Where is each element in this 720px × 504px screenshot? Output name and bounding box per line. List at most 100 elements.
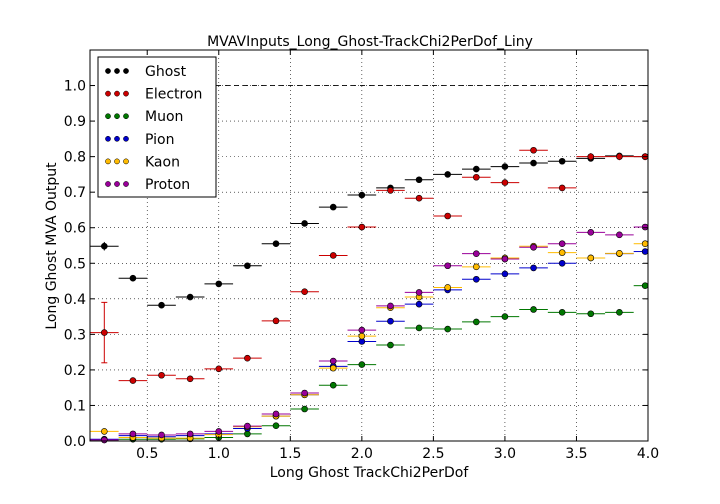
legend-entry-kaon: Kaon: [105, 154, 180, 170]
data-point: [501, 179, 509, 186]
data-point: [558, 249, 566, 256]
y-tick-label: 0.9: [64, 114, 86, 130]
legend-label: Proton: [145, 177, 190, 193]
legend-marker: [114, 68, 120, 74]
legend-marker: [105, 90, 111, 97]
data-point: [301, 389, 308, 397]
data-point: [301, 288, 308, 296]
legend: Ghost Electron Muon Pion Kaon Proton: [97, 56, 217, 198]
data-point: [558, 184, 566, 192]
data-point: [272, 317, 280, 325]
data-point: [329, 252, 337, 259]
data-point: [587, 229, 595, 236]
x-tick-label: 3.0: [494, 446, 516, 462]
data-point: [473, 173, 480, 181]
legend-box: [97, 56, 217, 198]
data-point: [387, 317, 394, 325]
data-point: [558, 157, 566, 165]
data-point: [415, 300, 423, 308]
data-point: [358, 223, 366, 231]
data-point: [587, 153, 595, 160]
data-point: [641, 223, 649, 231]
data-point: [329, 357, 337, 365]
data-point: [530, 146, 537, 154]
x-tick-label: 4.0: [637, 446, 659, 462]
data-point: [473, 275, 480, 283]
legend-marker: [114, 113, 120, 120]
data-point: [358, 191, 366, 199]
data-point: [587, 254, 595, 262]
data-point: [530, 159, 537, 167]
data-point: [358, 361, 366, 368]
legend-marker: [114, 90, 120, 97]
legend-marker: [114, 135, 120, 142]
y-tick-label: 0.1: [64, 398, 86, 414]
y-tick-label: 0.4: [64, 292, 86, 308]
data-point: [444, 325, 451, 333]
legend-label: Electron: [145, 87, 202, 103]
data-point: [473, 263, 480, 271]
data-point: [129, 430, 137, 438]
data-point: [444, 212, 451, 220]
data-point: [244, 422, 251, 430]
data-point: [616, 250, 623, 257]
data-point: [215, 428, 223, 435]
data-point: [444, 171, 451, 178]
data-point: [473, 318, 480, 326]
data-point: [158, 371, 165, 379]
legend-marker: [114, 158, 120, 165]
data-point: [641, 282, 649, 289]
x-ticks: 0.5 1.0 1.5 2.0 2.5 3.0 3.5 4.0: [136, 50, 659, 462]
data-point: [558, 259, 566, 267]
data-point: [616, 153, 623, 160]
legend-label: Pion: [145, 132, 174, 148]
y-tick-label: 1.0: [64, 79, 86, 95]
legend-marker: [114, 181, 120, 187]
data-point: [358, 332, 366, 340]
series-muon: [90, 282, 649, 444]
legend-entry-pion: Pion: [105, 132, 174, 148]
data-point: [641, 248, 649, 255]
y-ticks: 0.0 0.1 0.2 0.3 0.4 0.5 0.6 0.7 0.8 0.9 1.0: [64, 79, 648, 450]
legend-entry-proton: Proton: [105, 177, 190, 193]
data-point: [158, 431, 165, 439]
legend-marker: [105, 135, 111, 142]
x-tick-label: 2.5: [422, 446, 444, 462]
data-point: [244, 262, 251, 270]
y-tick-label: 0.3: [64, 327, 86, 343]
data-point: [186, 375, 194, 383]
y-axis-label: Long Ghost MVA Output: [44, 162, 60, 330]
data-point: [641, 240, 649, 248]
data-point: [501, 255, 509, 263]
data-point: [616, 231, 623, 239]
x-tick-label: 1.5: [279, 446, 301, 462]
series-pion: [90, 248, 649, 443]
legend-entry-electron: Electron: [105, 87, 202, 103]
data-point: [530, 264, 537, 272]
data-point: [587, 310, 595, 318]
y-tick-label: 0.5: [64, 256, 86, 272]
y-tick-label: 0.8: [64, 150, 86, 166]
x-tick-label: 0.5: [136, 446, 158, 462]
data-point: [616, 309, 623, 316]
data-point: [387, 341, 394, 349]
legend-marker: [105, 158, 111, 165]
legend-marker: [105, 68, 111, 74]
series-electron: [90, 146, 649, 384]
data-point: [215, 280, 223, 288]
data-point: [215, 365, 223, 373]
data-point: [530, 306, 537, 313]
data-point: [244, 354, 251, 362]
data-point: [558, 309, 566, 316]
legend-marker: [123, 90, 129, 97]
legend-marker: [123, 68, 129, 74]
legend-marker: [123, 181, 129, 187]
data-point: [387, 302, 394, 310]
data-point: [444, 262, 451, 270]
data-point: [101, 242, 108, 250]
y-tick-label: 0.7: [64, 185, 86, 201]
legend-marker: [123, 158, 129, 165]
data-point: [101, 428, 108, 435]
data-point: [358, 326, 366, 334]
